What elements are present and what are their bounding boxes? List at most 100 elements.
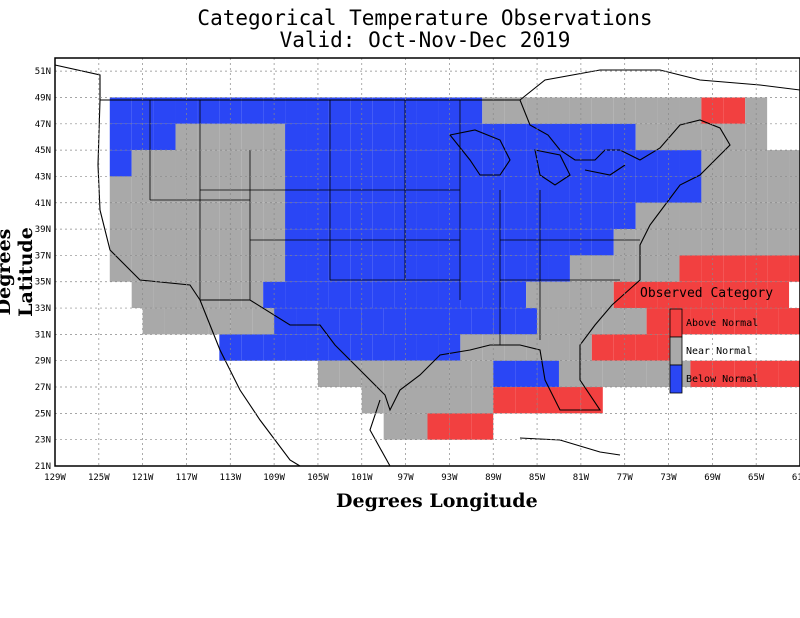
grid-cell (427, 387, 450, 414)
grid-cell (767, 202, 790, 230)
grid-cell (131, 123, 154, 151)
grid-cell (285, 97, 307, 124)
grid-cell (657, 229, 680, 256)
grid-cell (646, 308, 669, 335)
grid-cell (306, 229, 329, 256)
grid-cell (548, 334, 570, 361)
grid-cell (416, 281, 439, 309)
grid-cell (789, 229, 800, 256)
x-tick-label: 77W (617, 473, 634, 483)
grid-cell (394, 229, 417, 256)
grid-cell (482, 334, 505, 361)
grid-cell (679, 202, 702, 230)
y-tick-label: 29N (35, 357, 51, 367)
y-tick-label: 37N (35, 251, 51, 261)
grid-cell (153, 202, 176, 230)
grid-cell (548, 255, 570, 282)
legend-label: Below Normal (686, 374, 758, 385)
grid-cell (734, 360, 757, 388)
grid-cell (635, 229, 658, 256)
grid-cell (591, 150, 614, 177)
y-tick-label: 47N (35, 120, 51, 130)
cuba (519, 437, 621, 456)
grid-cell (591, 334, 614, 361)
legend-swatch (669, 364, 683, 394)
grid-cell (372, 229, 395, 256)
grid-cell (635, 202, 658, 230)
grid-cell (285, 255, 307, 282)
grid-cell (241, 334, 264, 361)
grid-cell (372, 281, 395, 309)
grid-cell (635, 176, 658, 203)
y-tick-label: 35N (35, 278, 51, 288)
grid-cell (241, 281, 264, 309)
grid-cell (493, 387, 516, 414)
x-axis-label: Degrees Longitude (336, 490, 538, 512)
grid-cell (219, 202, 242, 230)
grid-cell (109, 150, 132, 177)
grid-cell (613, 334, 636, 361)
grid-cell (504, 150, 527, 177)
grid-cell (767, 176, 790, 203)
grid-cell (723, 281, 746, 309)
grid-cell (745, 202, 768, 230)
grid-cell (778, 360, 800, 388)
grid-cell (306, 123, 329, 151)
grid-cell (734, 308, 757, 335)
grid-cell (504, 255, 527, 282)
grid-cell (548, 150, 570, 177)
grid-cell (361, 308, 384, 335)
grid-cell (679, 255, 702, 282)
grid-cell (339, 308, 362, 335)
grid-cell (679, 281, 702, 309)
grid-cell (493, 360, 516, 388)
legend-label: Above Normal (686, 318, 758, 329)
grid-cell (657, 202, 680, 230)
grid-cell (482, 202, 505, 230)
grid-cell (416, 123, 439, 151)
grid-cell (131, 97, 154, 124)
y-tick-label: 49N (35, 93, 51, 103)
grid-cell (767, 281, 790, 309)
grid-cell (712, 360, 735, 388)
great-lakes (449, 129, 626, 186)
grid-cell (317, 308, 340, 335)
grid-cell (219, 334, 242, 361)
grid-cell (153, 255, 176, 282)
chart-title: Categorical Temperature Observations (197, 6, 653, 30)
grid-cell (416, 97, 439, 124)
grid-cell (635, 123, 658, 151)
grid-cell (526, 334, 549, 361)
grid-cell (701, 97, 724, 124)
grid-cell (131, 202, 154, 230)
grid-cell (767, 150, 790, 177)
y-tick-label: 51N (35, 67, 51, 77)
grid-cell (679, 229, 702, 256)
x-tick-label: 93W (441, 473, 458, 483)
grid-cell (460, 202, 483, 230)
grid-cell (569, 334, 592, 361)
grid-cell (602, 360, 625, 388)
grid-cell (789, 150, 800, 177)
grid-cell (394, 334, 417, 361)
grid-cell (602, 308, 625, 335)
grid-cell (558, 308, 581, 335)
grid-cell (460, 97, 483, 124)
grid-cell (197, 150, 220, 177)
grid-cell (701, 202, 724, 230)
grid-cell (526, 229, 549, 256)
grid-cell (350, 97, 373, 124)
grid-cell (416, 255, 439, 282)
grid-cell (591, 281, 614, 309)
grid-cell (263, 202, 286, 230)
grid-cell (153, 123, 176, 151)
y-tick-label: 45N (35, 146, 51, 156)
legend-label: Near Normal (686, 346, 752, 357)
grid-cell (328, 281, 351, 309)
grid-cell (427, 360, 450, 388)
grid-cell (515, 308, 538, 335)
grid-cell (504, 176, 527, 203)
grid-cell (372, 334, 395, 361)
grid-cell (482, 229, 505, 256)
grid-cell (285, 150, 307, 177)
